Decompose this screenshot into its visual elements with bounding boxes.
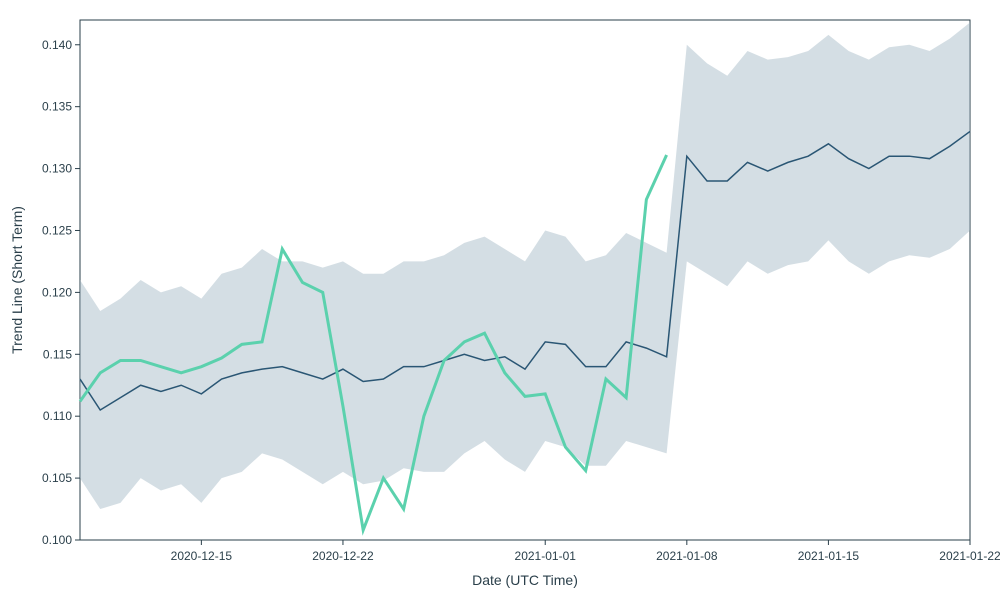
y-tick-label: 0.130 [42,162,72,176]
y-tick-label: 0.140 [42,38,72,52]
y-axis-label: Trend Line (Short Term) [9,206,25,354]
y-tick-label: 0.125 [42,223,72,237]
x-tick-label: 2021-01-22 [939,549,1000,563]
x-tick-label: 2021-01-15 [798,549,860,563]
y-tick-label: 0.100 [42,533,72,547]
x-tick-label: 2020-12-22 [312,549,374,563]
trend-line-chart: 0.100 0.105 0.110 0.115 0.120 0.125 0.130 0.135… [0,0,1000,600]
y-tick-label: 0.115 [43,347,72,361]
x-tick-label: 2020-12-15 [171,549,233,563]
y-tick-label: 0.110 [43,409,72,423]
y-tick-label: 0.135 [42,100,72,114]
x-tick-label: 2021-01-01 [515,549,577,563]
x-tick-label: 2021-01-08 [656,549,718,563]
y-tick-label: 0.120 [42,285,72,299]
chart-svg: 0.100 0.105 0.110 0.115 0.120 0.125 0.130 0.135… [0,0,1000,600]
confidence-band [80,22,970,509]
y-tick-label: 0.105 [42,471,72,485]
x-axis-label: Date (UTC Time) [472,572,578,588]
